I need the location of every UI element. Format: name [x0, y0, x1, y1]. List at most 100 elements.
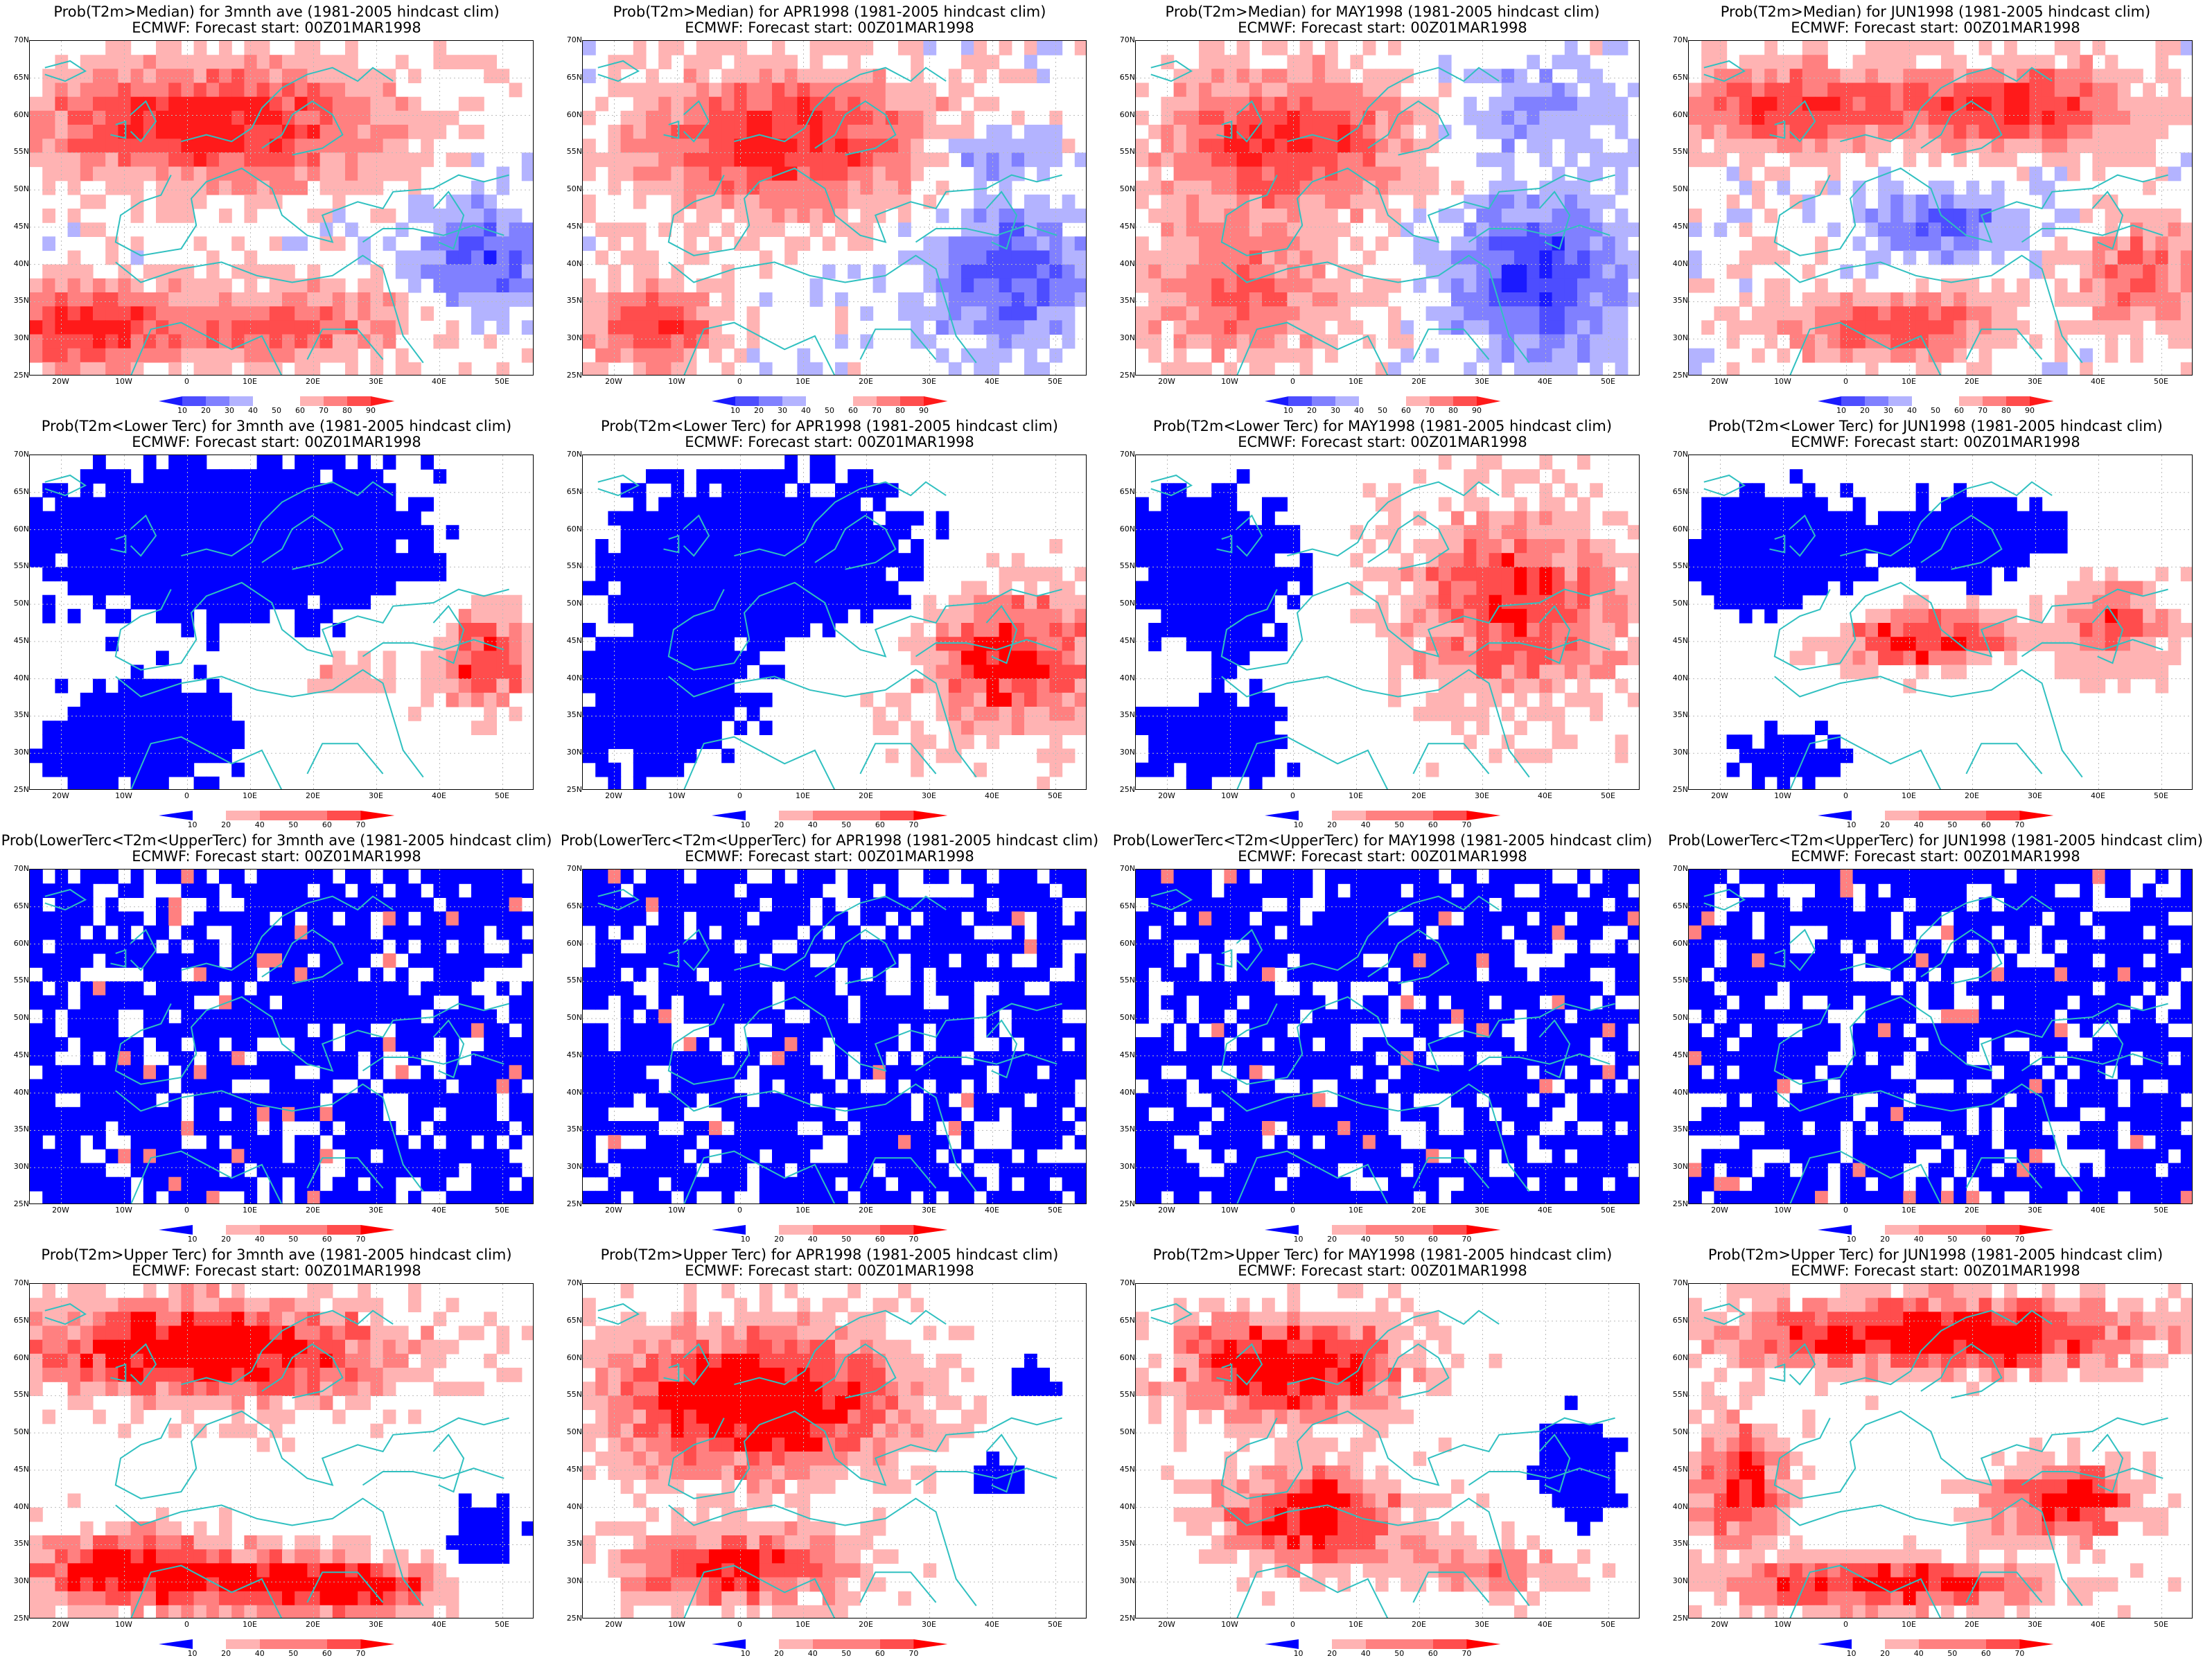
- probability-cell: [68, 721, 81, 735]
- probability-cell: [383, 167, 396, 182]
- probability-cell: [949, 125, 962, 139]
- probability-cell: [1552, 707, 1565, 721]
- probability-cell: [2181, 335, 2193, 349]
- probability-cell: [2042, 55, 2055, 69]
- probability-cell: [974, 651, 987, 665]
- probability-cell: [345, 469, 358, 484]
- probability-cell: [848, 553, 861, 567]
- probability-cell: [1590, 69, 1603, 83]
- probability-cell: [1262, 721, 1275, 735]
- probability-cell: [1565, 335, 1578, 349]
- probability-cell: [2168, 292, 2182, 307]
- probability-cell: [1739, 251, 1753, 265]
- probability-cell: [2130, 222, 2143, 237]
- probability-cell: [396, 553, 409, 567]
- probability-cell: [1237, 167, 1250, 182]
- probability-cell: [1211, 553, 1224, 567]
- probability-cell: [2004, 553, 2017, 567]
- probability-cell: [2042, 637, 2055, 651]
- probability-cell: [1024, 335, 1037, 349]
- probability-cell: [1502, 609, 1515, 624]
- probability-cell: [2105, 209, 2118, 223]
- probability-cell: [1274, 525, 1288, 540]
- probability-cell: [383, 651, 396, 665]
- probability-cell: [1714, 152, 1727, 167]
- probability-cell: [1590, 335, 1603, 349]
- probability-cell: [2004, 539, 2017, 554]
- probability-cell: [1186, 97, 1200, 112]
- probability-cell: [1565, 152, 1578, 167]
- probability-cell: [1148, 749, 1161, 764]
- probability-cell: [2168, 623, 2182, 637]
- probability-cell: [80, 581, 94, 596]
- probability-cell: [709, 349, 722, 363]
- probability-cell: [295, 306, 308, 321]
- probability-cell: [1186, 567, 1200, 581]
- probability-cell: [80, 97, 94, 112]
- colorbar-segment: [1841, 396, 1866, 406]
- probability-cell: [671, 763, 684, 777]
- probability-cell: [1514, 567, 1527, 581]
- probability-cell: [2055, 292, 2068, 307]
- lon-tick-label: 50E: [1042, 791, 1069, 800]
- probability-cell: [1701, 539, 1714, 554]
- probability-cell: [1237, 69, 1250, 83]
- colorbar-segment: [1433, 811, 1467, 820]
- probability-cell: [1211, 209, 1224, 223]
- probability-cell: [1954, 553, 1967, 567]
- lat-tick-label: 60N: [559, 525, 582, 533]
- probability-cell: [835, 320, 848, 335]
- probability-cell: [1514, 306, 1527, 321]
- probability-cell: [1878, 651, 1891, 665]
- probability-cell: [396, 251, 409, 265]
- probability-cell: [1426, 693, 1439, 707]
- probability-cell: [421, 651, 434, 665]
- probability-cell: [168, 763, 182, 777]
- colorbar-segment: [846, 811, 880, 820]
- probability-cell: [1916, 637, 1929, 651]
- probability-cell: [1199, 236, 1212, 251]
- probability-cell: [42, 539, 55, 554]
- probability-cell: [1954, 335, 1967, 349]
- probability-cell: [1615, 125, 1629, 139]
- probability-cell: [131, 679, 144, 694]
- probability-cell: [1211, 69, 1224, 83]
- probability-cell: [1024, 665, 1037, 680]
- probability-cell: [257, 469, 270, 484]
- probability-cell: [1313, 236, 1326, 251]
- probability-cell: [1853, 511, 1866, 526]
- probability-cell: [257, 195, 270, 209]
- probability-cell: [633, 167, 647, 182]
- probability-cell: [2055, 279, 2068, 293]
- probability-cell: [1199, 306, 1212, 321]
- probability-cell: [709, 469, 722, 484]
- probability-cell: [231, 111, 245, 125]
- probability-cell: [333, 181, 346, 195]
- probability-cell: [345, 539, 358, 554]
- lat-tick-label: 50N: [6, 599, 29, 608]
- probability-cell: [1237, 734, 1250, 749]
- probability-cell: [68, 111, 81, 125]
- probability-cell: [1954, 320, 1967, 335]
- probability-cell: [1325, 97, 1338, 112]
- probability-cell: [118, 306, 131, 321]
- probability-cell: [721, 665, 735, 680]
- probability-cell: [1262, 335, 1275, 349]
- probability-cell: [810, 195, 823, 209]
- probability-cell: [1199, 222, 1212, 237]
- probability-cell: [1224, 306, 1237, 321]
- probability-cell: [80, 362, 94, 376]
- probability-cell: [721, 483, 735, 497]
- probability-cell: [131, 777, 144, 790]
- probability-cell: [105, 567, 119, 581]
- probability-cell: [772, 511, 785, 526]
- probability-cell: [1262, 511, 1275, 526]
- probability-cell: [194, 279, 207, 293]
- probability-cell: [181, 721, 194, 735]
- probability-cell: [2004, 152, 2017, 167]
- probability-cell: [1752, 236, 1765, 251]
- probability-cell: [1954, 209, 1967, 223]
- probability-cell: [696, 595, 710, 610]
- probability-cell: [633, 777, 647, 790]
- probability-cell: [105, 83, 119, 98]
